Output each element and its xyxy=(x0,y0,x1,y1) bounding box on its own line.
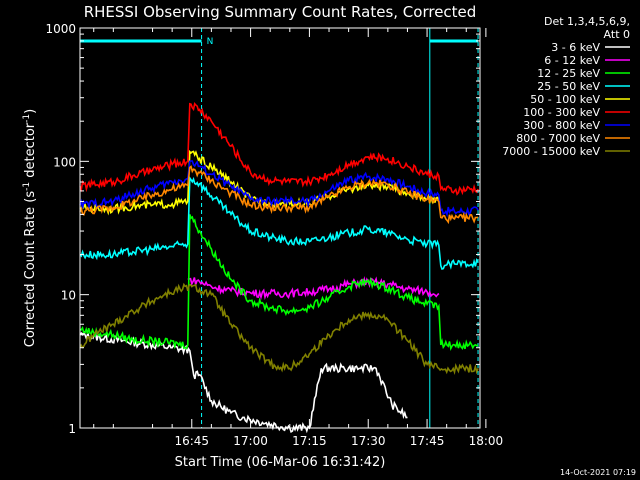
y-axis-label-exp1: -1 xyxy=(22,182,32,191)
legend-label-7: 800 - 7000 keV xyxy=(516,132,600,145)
y-tick-label: 1 xyxy=(68,422,76,436)
y-axis-label-mid: detector xyxy=(23,122,38,182)
legend-label-2: 12 - 25 keV xyxy=(537,67,600,80)
y-tick-label: 100 xyxy=(53,155,76,169)
plot-frame xyxy=(79,27,481,429)
x-tick-label: 17:00 xyxy=(233,434,268,448)
y-axis-label-main: Corrected Count Rate (s xyxy=(23,191,38,348)
series-layer xyxy=(79,101,479,434)
series-line-2 xyxy=(79,214,479,351)
legend-label-3: 25 - 50 keV xyxy=(537,80,600,93)
legend-label-4: 50 - 100 keV xyxy=(530,93,600,106)
x-tick-label: 17:15 xyxy=(292,434,327,448)
y-axis-label-end: ) xyxy=(23,109,38,114)
series-line-6 xyxy=(79,160,479,218)
series-line-7 xyxy=(79,165,479,225)
x-tick-label: 17:30 xyxy=(351,434,386,448)
x-axis-label: Start Time (06-Mar-06 16:31:42) xyxy=(175,455,386,470)
legend-label-1: 6 - 12 keV xyxy=(544,54,600,67)
axis-layer: 1 10 100 1000 16:45 17:00 17:15 17:30 17:45 18:00 xyxy=(45,22,503,448)
legend-header-attenuator: Att 0 xyxy=(604,28,630,41)
x-tick-label: 17:45 xyxy=(410,434,445,448)
x-tick-label: 16:45 xyxy=(174,434,209,448)
series-line-1 xyxy=(187,276,440,301)
legend-label-0: 3 - 6 keV xyxy=(551,41,600,54)
series-line-8 xyxy=(79,282,479,376)
y-tick-label: 1000 xyxy=(45,22,76,36)
legend-label-8: 7000 - 15000 keV xyxy=(502,145,600,158)
footer-timestamp: 14-Oct-2021 07:19 xyxy=(560,468,636,477)
x-tick-label: 18:00 xyxy=(469,434,504,448)
legend-label-6: 300 - 800 keV xyxy=(523,119,600,132)
y-axis-label-exp2: -1 xyxy=(22,114,32,123)
series-line-5 xyxy=(79,101,479,196)
legend-header-detectors: Det 1,3,4,5,6,9, xyxy=(544,15,630,28)
y-axis-label: Corrected Count Rate (s-1 detector-1) xyxy=(22,109,38,347)
series-line-3 xyxy=(79,175,479,270)
legend-label-5: 100 - 300 keV xyxy=(523,106,600,119)
y-tick-label: 10 xyxy=(61,289,76,303)
chart-title: RHESSI Observing Summary Count Rates, Co… xyxy=(84,3,477,21)
night-marker-label: N xyxy=(207,37,214,47)
